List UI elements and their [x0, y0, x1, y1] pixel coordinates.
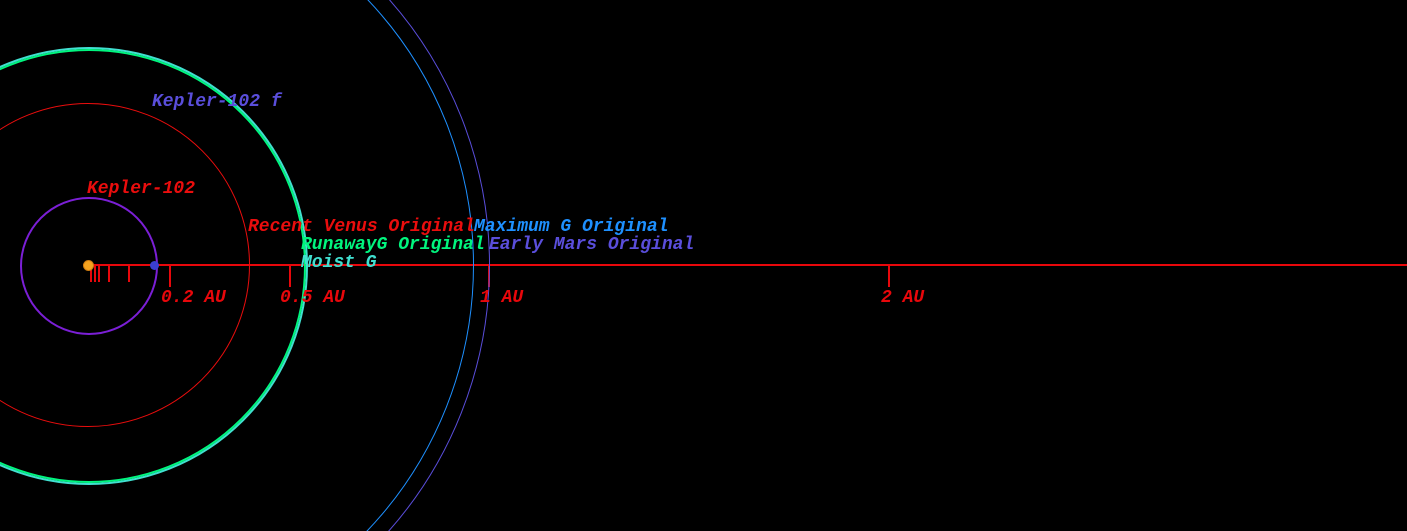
hz-label-early-mars: Early Mars Original — [489, 235, 695, 255]
axis-tick-label: 2 AU — [881, 288, 925, 308]
planet-label: Kepler-102 f — [152, 92, 282, 112]
star-marker — [82, 259, 94, 271]
axis-tick-label: 1 AU — [480, 288, 524, 308]
hz-label-maximum-greenhouse: Maximum G Original — [474, 217, 669, 237]
axis-tick-label: 0.2 AU — [161, 288, 226, 308]
hz-label-runaway-greenhouse: RunawayG Original — [301, 235, 485, 255]
axis-tick-label: 0.5 AU — [280, 288, 345, 308]
axis-major-tick — [888, 266, 890, 287]
hz-label-moist-greenhouse: Moist G — [301, 253, 377, 273]
star-label: Kepler-102 — [87, 179, 196, 199]
planet-marker — [149, 260, 159, 270]
hz-circle-early-mars — [0, 0, 491, 531]
distance-axis-line — [83, 264, 1407, 266]
hz-label-recent-venus: Recent Venus Original — [248, 217, 475, 237]
